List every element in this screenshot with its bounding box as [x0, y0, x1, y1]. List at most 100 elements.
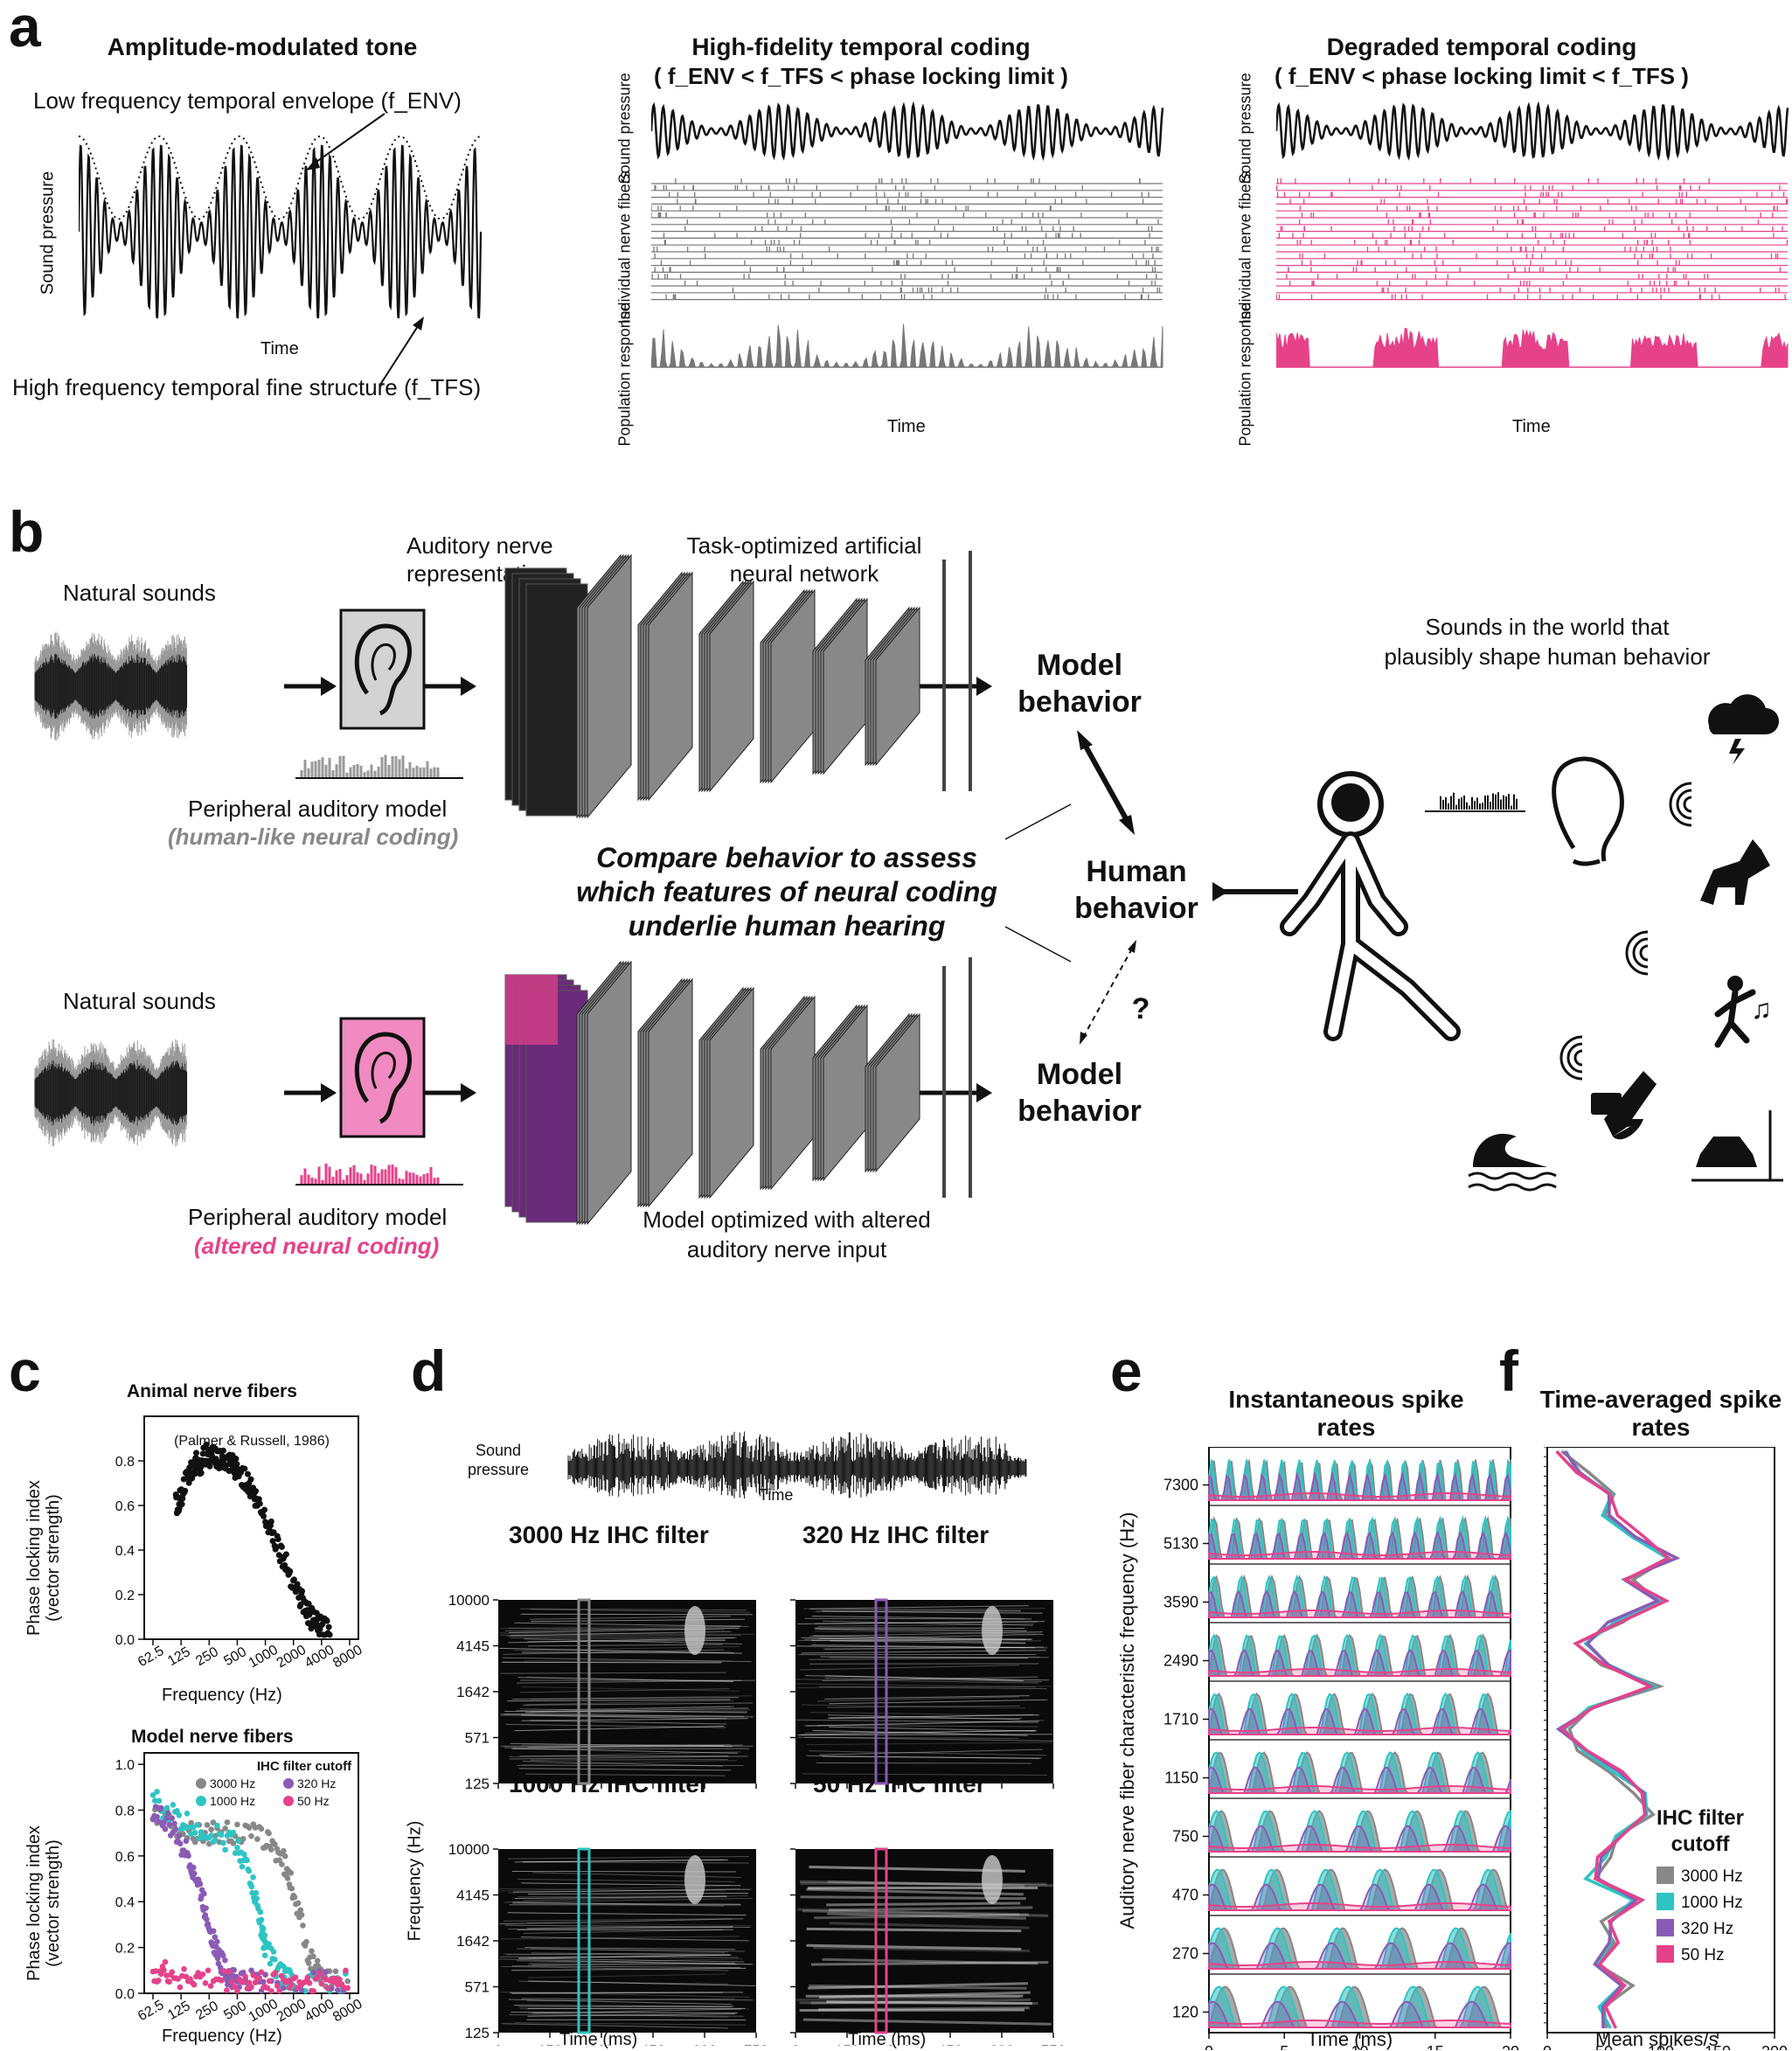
f-legend-label: 1000 Hz	[1681, 1894, 1743, 1912]
model-data-point-320Hz	[164, 1810, 171, 1817]
model-data-point-1000Hz	[260, 1925, 267, 1932]
arrow-sound-to-ear-top-head	[321, 677, 337, 696]
model-plot-ytick-label: 1.0	[115, 1758, 135, 1773]
c-xlabel-bottom: Frequency (Hz)	[162, 2027, 282, 2046]
spectrogram-streak	[818, 2006, 1030, 2012]
spectrogram-streak	[523, 1929, 724, 1934]
spectrogram-streak	[504, 1625, 749, 1632]
model-data-point-50Hz	[344, 1985, 351, 1992]
model-data-point-3000Hz	[279, 1861, 285, 1867]
spectrogram-streak	[500, 1714, 754, 1718]
a-right-sub: ( f_ENV < phase locking limit < f_TFS )	[1275, 63, 1689, 89]
network-bottom-conv-layer	[823, 1004, 868, 1182]
d-xtick-label: 750	[1041, 2042, 1066, 2046]
arrow-ear-to-an-bottom-head	[461, 1083, 476, 1102]
animal-plot-xtick-label: 250	[193, 1644, 221, 1669]
peripheral-model-box-top	[339, 608, 426, 730]
model-data-point-50Hz	[276, 1988, 282, 1994]
model-data-point-320Hz	[183, 1838, 190, 1845]
model-data-point-3000Hz	[303, 1938, 309, 1945]
panel-label-d: d	[411, 1338, 447, 1403]
animal-data-point	[287, 1568, 294, 1575]
model-data-point-3000Hz	[295, 1900, 302, 1907]
model-data-point-320Hz	[172, 1826, 179, 1832]
animal-plot-ytick-label: 0.2	[115, 1589, 135, 1603]
spectrogram-streak	[824, 1646, 1045, 1651]
spectrogram-streak	[500, 1714, 744, 1718]
spectrogram-streak	[811, 1644, 1048, 1649]
animal-data-point	[260, 1512, 267, 1519]
time-window-highlight	[874, 1598, 888, 1785]
b-periph-bottom: Peripheral auditory model	[188, 1204, 448, 1230]
animal-data-point	[193, 1450, 200, 1457]
spectrogram-streak	[509, 2014, 744, 2017]
model-data-point-3000Hz	[288, 1869, 295, 1876]
spectrogram-streak	[530, 1958, 742, 1964]
network-top-conv-layer	[709, 580, 754, 793]
a-tfs-label: High frequency temporal fine structure (…	[12, 374, 482, 400]
a-right-plots	[1276, 101, 1789, 368]
d-xtick-label: 600	[692, 2042, 717, 2046]
wave-icon	[1473, 1133, 1547, 1167]
spectrogram-streak	[804, 1730, 1036, 1734]
model-data-point-320Hz	[191, 1870, 198, 1877]
model-data-point-50Hz	[258, 1969, 265, 1976]
spectrogram-streak	[820, 1656, 1028, 1659]
spectrogram-streak	[512, 1902, 740, 1905]
model-data-point-50Hz	[232, 1984, 238, 1990]
spectrogram-streak	[532, 1872, 741, 1878]
model-data-point-50Hz	[246, 1979, 253, 1986]
animal-data-point	[325, 1623, 332, 1630]
spectrogram-streak	[830, 1714, 1039, 1719]
model-data-point-1000Hz	[254, 1895, 260, 1902]
model-plot-xtick-label: 62.5	[135, 1998, 167, 2024]
a-mid-row-pop: Population response	[615, 302, 634, 447]
spectrogram-streak	[500, 1672, 726, 1674]
spectrogram-streak	[508, 1999, 733, 2006]
model-data-point-50Hz	[169, 1969, 176, 1976]
e-ylabel: Auditory nerve fiber characteristic freq…	[1116, 1512, 1138, 1929]
c-legend-marker	[283, 1778, 294, 1789]
dancer-head-icon	[1727, 976, 1743, 991]
d-xtick-label: 600	[990, 2042, 1014, 2046]
model-plot-ytick-label: 0.4	[115, 1895, 135, 1910]
model-data-point-50Hz	[324, 1985, 331, 1992]
animal-plot-ytick-label: 0.8	[115, 1455, 135, 1470]
spectrogram-streak	[530, 1759, 728, 1761]
model-data-point-50Hz	[272, 1970, 279, 1976]
model-data-point-3000Hz	[298, 1911, 305, 1918]
model-data-point-320Hz	[166, 1822, 172, 1828]
spectrogram-streak	[822, 1676, 1038, 1681]
e-ytick-label: 470	[1172, 1887, 1198, 1904]
model-data-point-50Hz	[304, 1974, 311, 1981]
spectrogram-streak	[827, 1912, 1026, 1920]
d-xtick-label: 450	[938, 2042, 962, 2046]
e-ytick-label: 120	[1172, 2004, 1198, 2021]
f-legend-label: 50 Hz	[1681, 1946, 1725, 1964]
model-data-point-320Hz	[222, 1957, 228, 1964]
spectrogram-streak	[821, 1608, 1045, 1611]
model-data-point-320Hz	[162, 1825, 169, 1832]
spectrogram-streak	[517, 1679, 756, 1684]
spectrogram-streak	[816, 1720, 1045, 1727]
animal-data-point	[198, 1470, 205, 1477]
a-right-row-pop: Population response	[1236, 302, 1254, 447]
animal-plot-xtick-label: 500	[221, 1644, 249, 1669]
spectrogram-streak	[803, 1608, 1021, 1611]
spectrogram-streak	[509, 1756, 749, 1760]
e-ytick-label: 5130	[1163, 1535, 1198, 1553]
spectrogram-streak	[527, 1973, 726, 1978]
d-ylabel: Frequency (Hz)	[405, 1820, 425, 1942]
spectrogram-streak	[797, 1621, 1045, 1625]
d-ytick-label: 125	[465, 1776, 490, 1792]
spectrogram-streak	[504, 1924, 751, 1928]
model-data-point-1000Hz	[214, 1822, 220, 1829]
model-data-point-320Hz	[176, 1832, 183, 1839]
spectrogram-streak	[531, 1952, 730, 1956]
c-legend-label: 1000 Hz	[210, 1794, 255, 1808]
d-xtick-label: 450	[641, 2042, 665, 2046]
spectrogram-streak	[806, 1742, 1053, 1746]
model-data-point-1000Hz	[235, 1838, 241, 1844]
model-data-point-3000Hz	[254, 1836, 260, 1842]
f-legend-label: 320 Hz	[1681, 1920, 1733, 1938]
